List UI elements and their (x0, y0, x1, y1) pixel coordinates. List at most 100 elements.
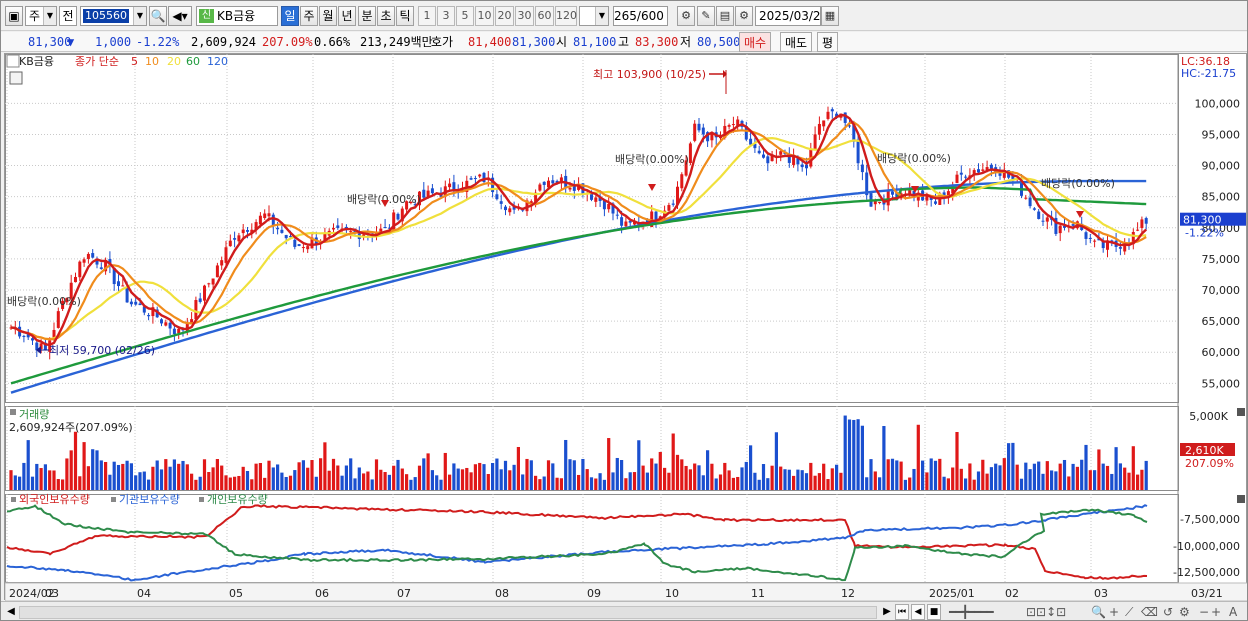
volume-bar (886, 459, 890, 490)
volume-bar (91, 449, 95, 490)
period-month-button[interactable]: 월 (319, 6, 337, 26)
avg-button[interactable]: 평 (817, 32, 839, 52)
candle-body (577, 184, 581, 190)
plus-icon[interactable]: + (1211, 605, 1222, 619)
prev-select[interactable]: 전 (59, 6, 77, 26)
stock-code-input[interactable]: 105560 ▼ (80, 6, 147, 26)
candle-body (409, 201, 413, 204)
prev-page-icon[interactable]: ◀ (911, 604, 925, 620)
candle-body (848, 125, 851, 127)
candle-body (160, 319, 163, 324)
candle-body (701, 127, 705, 135)
candle-body (1144, 218, 1148, 224)
period-type-select[interactable]: 주 ▼ (25, 6, 57, 26)
date-input[interactable]: 2025/03/21 (755, 6, 828, 26)
volume-bar (555, 477, 559, 490)
text-tool-icon[interactable]: A (1229, 605, 1238, 619)
num-120-button[interactable]: 120 (555, 6, 577, 26)
num-20-button[interactable]: 20 (495, 6, 514, 26)
volume-bar (916, 424, 920, 490)
foreign-holding-line (6, 504, 1148, 580)
draw-line-icon[interactable]: ⟋ (1125, 605, 1134, 619)
first-page-icon[interactable]: ⏮ (895, 604, 909, 620)
num-custom-select[interactable]: ▼ (579, 6, 609, 26)
candle-body (843, 112, 847, 123)
draw-tool-icon[interactable]: ✎ (697, 6, 715, 26)
restore-icon[interactable]: ↺ (1163, 605, 1174, 619)
zoom-slider[interactable]: ━━╋━━━━ (949, 605, 994, 619)
settings-icon[interactable]: ⚙ (1179, 605, 1190, 619)
period-second-button[interactable]: 초 (377, 6, 395, 26)
num-1-button[interactable]: 1 (418, 6, 436, 26)
volume-bar (693, 463, 697, 490)
volume-bar (1123, 467, 1127, 490)
data-count-field[interactable]: 265/600 (613, 6, 668, 26)
volume-bar (121, 463, 125, 490)
x-axis-label: 04 (137, 587, 151, 600)
chart-area[interactable]: 100,000 95,000 90,000 85,000 80,000 75,000 70,… (4, 53, 1247, 602)
candle-body (1088, 238, 1092, 240)
stop-icon[interactable]: ■ (927, 604, 941, 620)
dividend-marker-icon (1076, 211, 1084, 218)
save-icon[interactable]: ▤ (716, 6, 734, 26)
speaker-icon[interactable]: ◀▾ (168, 6, 192, 26)
period-minute-button[interactable]: 분 (358, 6, 376, 26)
num-60-button[interactable]: 60 (535, 6, 554, 26)
volume-bar (826, 479, 830, 490)
sell-button[interactable]: 매도 (780, 32, 813, 52)
candle-body (757, 150, 761, 154)
volume-bar (362, 473, 366, 490)
zoom-icons[interactable]: ⊡⊡↕⊡ (1026, 605, 1067, 619)
volume-bar (959, 468, 963, 490)
volume-bar (938, 458, 942, 490)
open-price: 81,100 (573, 35, 617, 49)
scroll-left-icon[interactable]: ◀ (7, 606, 15, 617)
search-icon[interactable]: 🔍 (149, 6, 167, 26)
num-3-button[interactable]: 3 (437, 6, 455, 26)
table-toggle-icon (9, 71, 23, 85)
layout-icon[interactable]: ▣ (5, 6, 23, 26)
period-week-button[interactable]: 주 (300, 6, 318, 26)
candle-body (779, 151, 783, 155)
candle-body (392, 212, 396, 230)
scroll-track[interactable] (19, 606, 877, 619)
period-year-button[interactable]: 년 (338, 6, 356, 26)
scroll-right-icon[interactable]: ▶ (883, 606, 891, 617)
volume-bar (839, 472, 843, 490)
volume-bar (598, 473, 602, 490)
volume-bar (340, 475, 344, 490)
dividend-annotation: 배당락(0.00%) (347, 193, 421, 206)
num-30-button[interactable]: 30 (515, 6, 534, 26)
calendar-icon[interactable]: ▦ (821, 6, 839, 26)
buy-button[interactable]: 매수 (739, 32, 772, 52)
candle-body (1084, 232, 1088, 239)
eraser-icon[interactable]: ⌫ (1141, 605, 1158, 619)
current-price-marker (1180, 212, 1246, 226)
volume-bar (22, 462, 26, 490)
candle-body (138, 303, 142, 306)
gear-icon[interactable]: ⚙ (735, 6, 753, 26)
volume-bar (426, 453, 430, 490)
candle-body (473, 178, 477, 180)
volume-bar (1024, 462, 1028, 490)
plus-icon[interactable]: + (1109, 605, 1120, 619)
volume-bar (667, 472, 671, 490)
high-label: 고 (618, 35, 630, 49)
num-10-button[interactable]: 10 (475, 6, 494, 26)
minus-icon[interactable]: − (1199, 605, 1210, 619)
num-5-button[interactable]: 5 (456, 6, 474, 26)
volume-bar (925, 472, 929, 490)
volume-bar (35, 463, 39, 490)
period-day-button[interactable]: 일 (281, 6, 299, 26)
volume-bar (104, 461, 108, 490)
period-tick-button[interactable]: 틱 (396, 6, 414, 26)
volume-bar (589, 477, 594, 490)
candle-body (413, 204, 417, 206)
volume-bar (1045, 461, 1049, 490)
chart-settings-icon[interactable]: ⚙ (677, 6, 695, 26)
stock-name-field[interactable]: 신 KB금융 (196, 6, 278, 26)
candle-body (1071, 224, 1075, 226)
search-icon[interactable]: 🔍 (1091, 605, 1106, 619)
candle-body (495, 194, 499, 200)
candle-body (56, 311, 60, 328)
